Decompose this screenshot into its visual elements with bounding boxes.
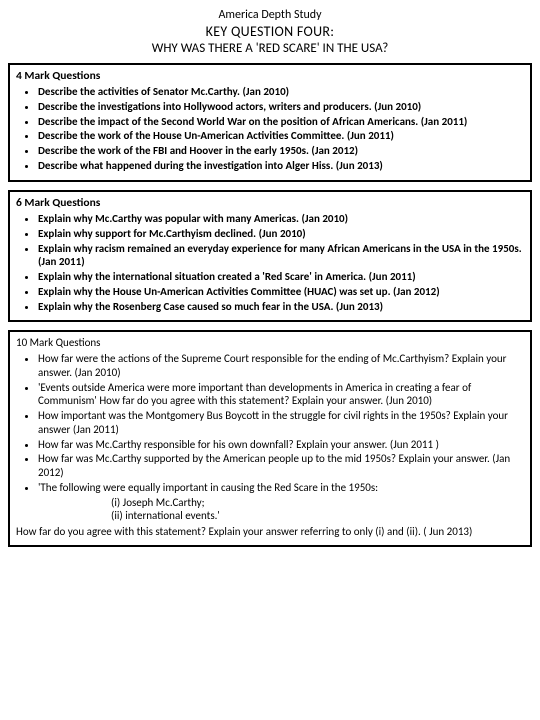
list-item: Explain why the House Un-American Activi… [38,285,524,299]
final-line: How far do you agree with this statement… [16,525,524,539]
box-6-mark: 6 Mark Questions Explain why Mc.Carthy w… [8,190,532,323]
list-item: Explain why support for Mc.Carthyism dec… [38,227,524,241]
subtitle: WHY WAS THERE A 'RED SCARE' IN THE USA? [8,41,532,57]
title: KEY QUESTION FOUR: [8,23,532,41]
list-item: How far was Mc.Carthy supported by the A… [38,452,524,480]
list-item: Explain why the Rosenberg Case caused so… [38,300,524,314]
document-header: America Depth Study KEY QUESTION FOUR: W… [8,8,532,57]
box-4-heading: 4 Mark Questions [16,69,524,83]
box-6-heading: 6 Mark Questions [16,196,524,210]
list-item: 'Events outside America were more import… [38,381,524,409]
list-item: Describe what happened during the invest… [38,159,524,173]
box-4-mark: 4 Mark Questions Describe the activities… [8,63,532,182]
list-item: Explain why Mc.Carthy was popular with m… [38,212,524,226]
box-10-list: How far were the actions of the Supreme … [16,352,524,495]
list-item: Describe the activities of Senator Mc.Ca… [38,85,524,99]
list-item: Describe the impact of the Second World … [38,115,524,129]
list-item: How important was the Montgomery Bus Boy… [38,409,524,437]
list-item: Explain why the international situation … [38,270,524,284]
box-10-mark: 10 Mark Questions How far were the actio… [8,330,532,547]
list-item: Describe the work of the FBI and Hoover … [38,144,524,158]
list-item: Explain why racism remained an everyday … [38,242,524,270]
box-4-list: Describe the activities of Senator Mc.Ca… [16,85,524,173]
box-10-heading: 10 Mark Questions [16,336,524,350]
list-item: Describe the work of the House Un-Americ… [38,129,524,143]
sub-item-1: (i) Joseph Mc.Carthy; [16,496,524,510]
list-item: Describe the investigations into Hollywo… [38,100,524,114]
list-item: How far were the actions of the Supreme … [38,352,524,380]
list-item: 'The following were equally important in… [38,481,524,495]
pretitle: America Depth Study [8,8,532,23]
sub-item-2: (ii) international events.' [16,509,524,523]
box-6-list: Explain why Mc.Carthy was popular with m… [16,212,524,313]
list-item: How far was Mc.Carthy responsible for hi… [38,438,524,452]
